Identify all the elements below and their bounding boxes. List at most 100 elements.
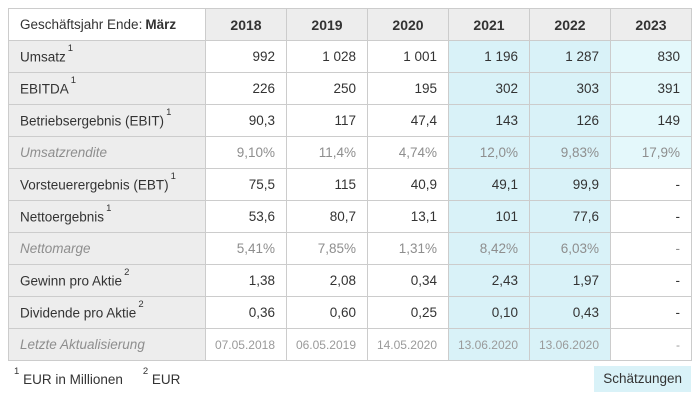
table-cell: 1 196 bbox=[448, 40, 530, 73]
table-row: Umsatzrendite 9,10% 11,4% 4,74% 12,0% 9,83% 17… bbox=[8, 136, 692, 169]
fiscal-year-end-label: Geschäftsjahr Ende: März bbox=[8, 8, 206, 41]
table-cell: 126 bbox=[529, 104, 611, 137]
footnote-2-marker: 2 bbox=[142, 365, 149, 377]
table-cell: 1 001 bbox=[367, 40, 449, 73]
table-cell: 226 bbox=[205, 72, 287, 105]
table-cell: 75,5 bbox=[205, 168, 287, 201]
table-row: EBITDA1 226 250 195 302 303 391 bbox=[8, 72, 692, 105]
table-cell: 47,4 bbox=[367, 104, 449, 137]
table-footer: 1 EUR in Millionen 2 EUR Schätzungen bbox=[8, 366, 691, 392]
footnote-1-text: EUR in Millionen bbox=[23, 372, 123, 388]
table-row: Nettomarge 5,41% 7,85% 1,31% 8,42% 6,03% - bbox=[8, 232, 692, 265]
table-cell: 0,25 bbox=[367, 296, 449, 329]
financials-table: Geschäftsjahr Ende: März 2018 2019 2020 2021… bbox=[8, 8, 692, 361]
row-label: Nettomarge bbox=[8, 232, 206, 265]
table-cell: 1,31% bbox=[367, 232, 449, 265]
table-cell: 49,1 bbox=[448, 168, 530, 201]
footnote-1-marker: 1 bbox=[14, 365, 20, 377]
year-header-2020: 2020 bbox=[367, 8, 449, 41]
table-cell: 13.06.2020 bbox=[448, 328, 530, 361]
table-cell: 06.05.2019 bbox=[286, 328, 368, 361]
table-cell: 40,9 bbox=[367, 168, 449, 201]
table-row: Dividende pro Aktie2 0,36 0,60 0,25 0,10 0,43… bbox=[8, 296, 692, 329]
table-cell: 1,97 bbox=[529, 264, 611, 297]
table-cell: 80,7 bbox=[286, 200, 368, 233]
footnote-marker: 2 bbox=[124, 267, 130, 279]
table-row: Betriebsergebnis (EBIT)1 90,3 117 47,4 143 12… bbox=[8, 104, 692, 137]
table-cell: 5,41% bbox=[205, 232, 287, 265]
table-cell: 13,1 bbox=[367, 200, 449, 233]
table-cell: - bbox=[610, 168, 692, 201]
year-header-2023: 2023 bbox=[610, 8, 692, 41]
table-cell: 53,6 bbox=[205, 200, 287, 233]
table-cell: 195 bbox=[367, 72, 449, 105]
table-cell: 4,74% bbox=[367, 136, 449, 169]
table-cell: - bbox=[610, 328, 692, 361]
table-cell: 12,0% bbox=[448, 136, 530, 169]
financials-table-body: Umsatz1 992 1 028 1 001 1 196 1 287 830 EBITDA1… bbox=[8, 40, 692, 361]
footnote-1: 1 EUR in Millionen bbox=[12, 366, 123, 388]
table-cell: - bbox=[610, 296, 692, 329]
table-cell: 1 287 bbox=[529, 40, 611, 73]
table-row: Nettoergebnis1 53,6 80,7 13,1 101 77,6- bbox=[8, 200, 692, 233]
table-cell: 2,08 bbox=[286, 264, 368, 297]
footnotes: 1 EUR in Millionen 2 EUR bbox=[8, 366, 198, 388]
row-label: Gewinn pro Aktie2 bbox=[8, 264, 206, 297]
table-cell: 830 bbox=[610, 40, 692, 73]
year-header-2021: 2021 bbox=[448, 8, 530, 41]
table-cell: 14.05.2020 bbox=[367, 328, 449, 361]
table-cell: 0,36 bbox=[205, 296, 287, 329]
footnote-marker: 1 bbox=[70, 75, 77, 87]
table-cell: 303 bbox=[529, 72, 611, 105]
table-cell: 250 bbox=[286, 72, 368, 105]
table-cell: 992 bbox=[205, 40, 287, 73]
row-label: Vorsteuerergebnis (EBT)1 bbox=[8, 168, 206, 201]
table-cell: 0,60 bbox=[286, 296, 368, 329]
table-cell: 77,6 bbox=[529, 200, 611, 233]
year-header-row: Geschäftsjahr Ende: März 2018 2019 2020 2021… bbox=[8, 8, 692, 41]
table-cell: 7,85% bbox=[286, 232, 368, 265]
row-label: Nettoergebnis1 bbox=[8, 200, 206, 233]
table-cell: 8,42% bbox=[448, 232, 530, 265]
table-row: Gewinn pro Aktie2 1,38 2,08 0,34 2,43 1,97- bbox=[8, 264, 692, 297]
table-cell: 9,10% bbox=[205, 136, 287, 169]
footnote-marker: 1 bbox=[170, 171, 176, 183]
footnote-marker: 2 bbox=[138, 299, 144, 311]
table-cell: 9,83% bbox=[529, 136, 611, 169]
row-label: Umsatzrendite bbox=[8, 136, 206, 169]
estimates-legend-badge: Schätzungen bbox=[594, 366, 691, 392]
table-row: Umsatz1 992 1 028 1 001 1 196 1 287 830 bbox=[8, 40, 692, 73]
table-cell: 115 bbox=[286, 168, 368, 201]
row-label: EBITDA1 bbox=[8, 72, 206, 105]
footnote-2-text: EUR bbox=[151, 372, 181, 388]
table-cell: 0,34 bbox=[367, 264, 449, 297]
year-header-2022: 2022 bbox=[529, 8, 611, 41]
table-cell: 1,38 bbox=[205, 264, 287, 297]
table-cell: - bbox=[610, 264, 692, 297]
year-header-2019: 2019 bbox=[286, 8, 368, 41]
row-label: Umsatz1 bbox=[8, 40, 206, 73]
table-cell: 149 bbox=[610, 104, 692, 137]
footnote-marker: 1 bbox=[106, 203, 112, 215]
table-cell: 6,03% bbox=[529, 232, 611, 265]
fiscal-year-end-month: März bbox=[145, 17, 177, 32]
table-cell: 117 bbox=[286, 104, 368, 137]
footnote-marker: 1 bbox=[67, 43, 74, 55]
table-cell: 1 028 bbox=[286, 40, 368, 73]
footnote-2: 2 EUR bbox=[141, 366, 181, 388]
row-label: Letzte Aktualisierung bbox=[8, 328, 206, 361]
year-header-2018: 2018 bbox=[205, 8, 287, 41]
fiscal-year-end-prefix: Geschäftsjahr Ende: bbox=[20, 17, 143, 32]
table-cell: - bbox=[610, 232, 692, 265]
table-cell: 2,43 bbox=[448, 264, 530, 297]
table-cell: 99,9 bbox=[529, 168, 611, 201]
table-cell: 13.06.2020 bbox=[529, 328, 611, 361]
table-cell: 101 bbox=[448, 200, 530, 233]
table-cell: - bbox=[610, 200, 692, 233]
table-cell: 07.05.2018 bbox=[205, 328, 287, 361]
table-cell: 90,3 bbox=[205, 104, 287, 137]
table-cell: 0,43 bbox=[529, 296, 611, 329]
table-cell: 143 bbox=[448, 104, 530, 137]
table-cell: 302 bbox=[448, 72, 530, 105]
